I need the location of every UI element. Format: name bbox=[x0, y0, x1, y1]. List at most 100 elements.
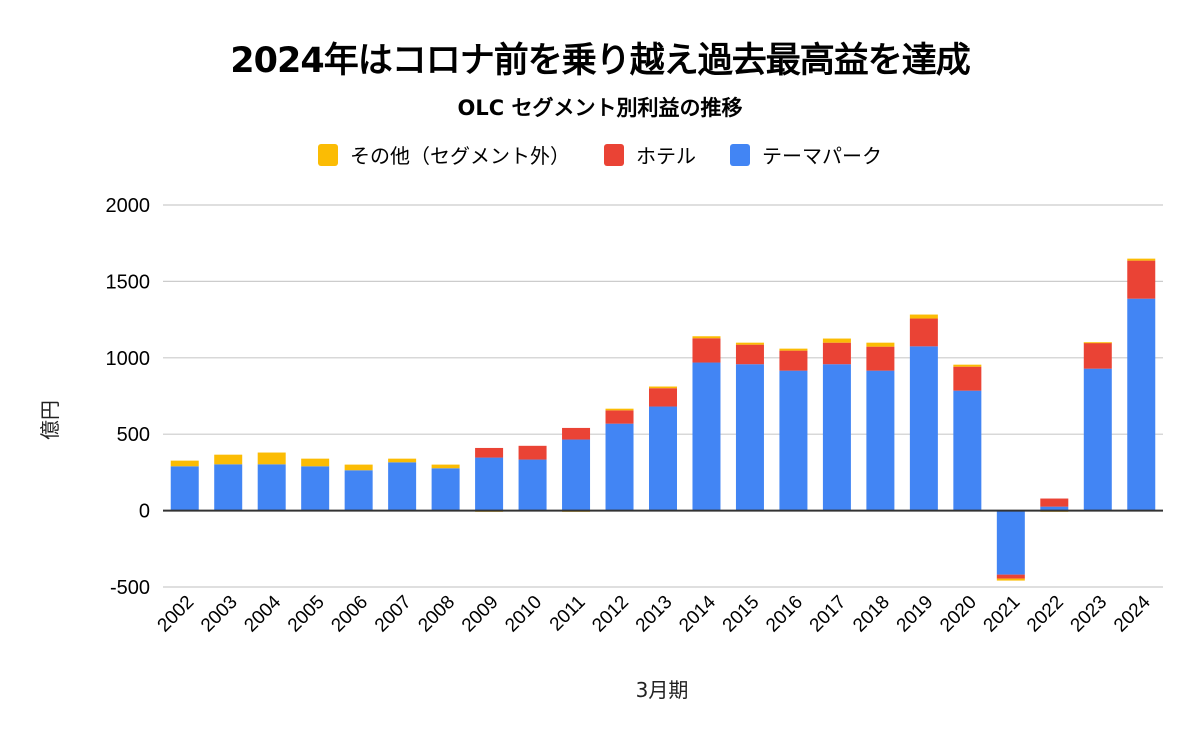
legend-label-hotel: ホテル bbox=[636, 144, 696, 168]
bar-themepark-2022[interactable] bbox=[1040, 506, 1069, 511]
chart-title: 2024年はコロナ前を乗り越え過去最高益を達成 bbox=[230, 41, 970, 81]
x-tick-label: 2023 bbox=[1067, 592, 1112, 637]
y-tick-labels: 2000 1500 1000 500 0 -500 bbox=[106, 195, 151, 599]
chart-subtitle: OLC セグメント別利益の推移 bbox=[457, 96, 743, 120]
bar-hotel-2011[interactable] bbox=[562, 427, 591, 440]
bar-hotel-2016[interactable] bbox=[779, 350, 808, 371]
bar-hotel-2017[interactable] bbox=[822, 342, 851, 365]
x-tick-label: 2022 bbox=[1023, 592, 1068, 637]
bar-themepark-2016[interactable] bbox=[779, 370, 808, 511]
bar-themepark-2005[interactable] bbox=[301, 466, 330, 511]
y-tick-label: 0 bbox=[139, 501, 150, 523]
bar-themepark-2007[interactable] bbox=[388, 462, 417, 511]
bar-other-2020[interactable] bbox=[953, 364, 982, 367]
x-tick-label: 2015 bbox=[719, 592, 764, 637]
bar-other-2007[interactable] bbox=[388, 458, 417, 463]
bar-other-2024[interactable] bbox=[1127, 258, 1156, 261]
bar-other-2019[interactable] bbox=[909, 314, 938, 319]
legend-swatch-other bbox=[318, 143, 338, 166]
bar-other-2015[interactable] bbox=[735, 342, 764, 345]
y-axis-title: 億円 bbox=[38, 400, 62, 440]
bar-hotel-2020[interactable] bbox=[953, 366, 982, 391]
bar-themepark-2002[interactable] bbox=[170, 466, 199, 511]
x-tick-label: 2012 bbox=[588, 592, 633, 637]
bar-hotel-2021[interactable] bbox=[996, 574, 1025, 579]
bar-themepark-2009[interactable] bbox=[475, 457, 504, 511]
bar-themepark-2013[interactable] bbox=[649, 406, 677, 511]
y-tick-label: 1000 bbox=[106, 348, 151, 370]
bar-other-2006[interactable] bbox=[344, 464, 373, 471]
bar-hotel-2012[interactable] bbox=[605, 410, 634, 424]
legend-item-themepark[interactable]: テーマパーク bbox=[730, 140, 882, 169]
x-tick-label: 2017 bbox=[806, 592, 851, 637]
x-tick-label: 2019 bbox=[893, 592, 938, 637]
x-tick-label: 2006 bbox=[327, 592, 372, 637]
bar-hotel-2023[interactable] bbox=[1083, 342, 1112, 369]
bar-themepark-2017[interactable] bbox=[822, 364, 851, 511]
y-tick-label: 1500 bbox=[106, 271, 151, 293]
bar-hotel-2018[interactable] bbox=[866, 346, 895, 371]
bar-other-2013[interactable] bbox=[649, 386, 677, 389]
bar-themepark-2018[interactable] bbox=[866, 370, 895, 511]
bar-other-2023[interactable] bbox=[1083, 342, 1112, 344]
x-tick-label: 2004 bbox=[240, 591, 285, 636]
y-tick-label: -500 bbox=[110, 577, 150, 599]
bar-other-2021[interactable] bbox=[996, 578, 1025, 581]
bar-other-2002[interactable] bbox=[170, 460, 199, 467]
bar-other-2014[interactable] bbox=[692, 336, 721, 339]
legend-item-other[interactable]: その他（セグメント外） bbox=[318, 140, 570, 169]
x-tick-label: 2013 bbox=[632, 592, 677, 637]
legend: その他（セグメント外） ホテル テーマパーク bbox=[0, 140, 1200, 169]
bar-hotel-2014[interactable] bbox=[692, 338, 721, 363]
bar-other-2008[interactable] bbox=[431, 464, 460, 469]
bar-themepark-2014[interactable] bbox=[692, 362, 721, 511]
bar-themepark-2021[interactable] bbox=[996, 510, 1025, 575]
bar-themepark-2020[interactable] bbox=[953, 390, 982, 511]
bar-themepark-2004[interactable] bbox=[257, 464, 286, 511]
bar-hotel-2019[interactable] bbox=[909, 318, 938, 347]
x-tick-label: 2018 bbox=[849, 592, 894, 637]
x-tick-label: 2002 bbox=[154, 592, 199, 637]
bar-themepark-2023[interactable] bbox=[1083, 368, 1112, 511]
bar-other-2012[interactable] bbox=[605, 408, 634, 411]
legend-label-themepark: テーマパーク bbox=[762, 144, 882, 168]
x-tick-label: 2024 bbox=[1110, 591, 1155, 636]
bar-other-2004[interactable] bbox=[257, 452, 286, 465]
x-tick-label: 2021 bbox=[980, 592, 1025, 637]
bar-themepark-2019[interactable] bbox=[909, 346, 938, 511]
bar-hotel-2010[interactable] bbox=[518, 445, 547, 460]
bar-other-2017[interactable] bbox=[822, 338, 851, 343]
x-tick-label: 2011 bbox=[546, 592, 590, 636]
bar-themepark-2003[interactable] bbox=[214, 464, 243, 511]
bar-hotel-2022[interactable] bbox=[1040, 498, 1069, 507]
bar-themepark-2008[interactable] bbox=[431, 468, 460, 511]
bar-hotel-2024[interactable] bbox=[1127, 260, 1156, 299]
legend-swatch-hotel bbox=[604, 143, 624, 166]
bar-hotel-2013[interactable] bbox=[649, 388, 677, 407]
bar-other-2005[interactable] bbox=[301, 458, 330, 467]
bar-hotel-2015[interactable] bbox=[735, 344, 764, 365]
bar-other-2016[interactable] bbox=[779, 348, 808, 351]
gridlines bbox=[163, 204, 1163, 588]
x-tick-label: 2008 bbox=[414, 592, 459, 637]
bar-themepark-2015[interactable] bbox=[735, 364, 764, 511]
bar-themepark-2024[interactable] bbox=[1127, 298, 1156, 511]
bar-themepark-2006[interactable] bbox=[344, 470, 373, 511]
bar-themepark-2012[interactable] bbox=[605, 423, 634, 511]
bar-themepark-2010[interactable] bbox=[518, 459, 547, 511]
legend-label-other: その他（セグメント外） bbox=[350, 144, 570, 168]
x-tick-label: 2016 bbox=[762, 592, 807, 637]
x-tick-label: 2020 bbox=[936, 592, 981, 637]
x-tick-label: 2007 bbox=[371, 592, 416, 637]
bar-other-2018[interactable] bbox=[866, 342, 895, 347]
x-tick-label: 2014 bbox=[675, 591, 720, 636]
y-tick-label: 2000 bbox=[106, 195, 151, 217]
bar-themepark-2011[interactable] bbox=[562, 439, 591, 511]
x-tick-label: 2010 bbox=[501, 592, 546, 637]
legend-item-hotel[interactable]: ホテル bbox=[604, 140, 696, 169]
bar-hotel-2009[interactable] bbox=[475, 447, 504, 458]
legend-swatch-themepark bbox=[730, 143, 750, 166]
bar-other-2003[interactable] bbox=[214, 454, 243, 465]
